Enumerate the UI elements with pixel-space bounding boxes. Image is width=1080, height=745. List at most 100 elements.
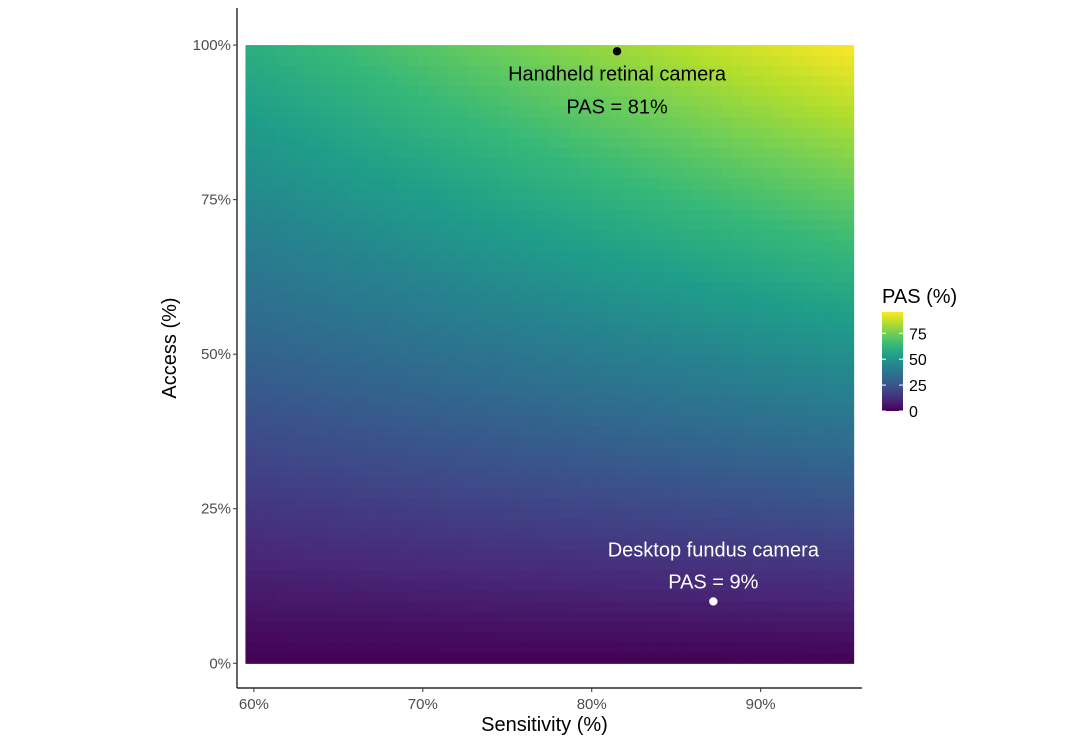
- heatmap-cell: [660, 519, 672, 530]
- heatmap-cell: [671, 76, 682, 87]
- heatmap-cell: [427, 137, 439, 149]
- heatmap-cell: [630, 333, 642, 345]
- heatmap-cell: [316, 271, 328, 283]
- heatmap-cell: [397, 591, 409, 603]
- heatmap-cell: [650, 519, 662, 530]
- heatmap-cell: [731, 385, 743, 396]
- heatmap-cell: [600, 446, 611, 458]
- heatmap-cell: [245, 436, 257, 448]
- heatmap-cell: [306, 426, 317, 438]
- heatmap-cell: [802, 333, 814, 345]
- heatmap-cell: [802, 209, 814, 221]
- heatmap-cell: [802, 86, 814, 98]
- heatmap-cell: [711, 560, 723, 572]
- heatmap-cell: [275, 354, 287, 366]
- heatmap-cell: [833, 117, 845, 129]
- heatmap-cell: [559, 220, 571, 232]
- heatmap-cell: [620, 467, 632, 479]
- heatmap-cell: [600, 137, 611, 149]
- heatmap-cell: [346, 189, 358, 201]
- heatmap-cell: [478, 385, 490, 396]
- heatmap-cell: [529, 364, 540, 376]
- heatmap-cell: [579, 477, 591, 489]
- heatmap-cell: [407, 55, 419, 67]
- heatmap-cell: [326, 209, 338, 221]
- heatmap-cell: [377, 137, 388, 149]
- heatmap-cell: [813, 179, 824, 190]
- heatmap-cell: [742, 611, 753, 623]
- heatmap-cell: [752, 611, 763, 623]
- heatmap-cell: [448, 220, 459, 232]
- heatmap-cell: [326, 488, 338, 500]
- heatmap-cell: [711, 580, 723, 592]
- heatmap-cell: [843, 333, 855, 345]
- heatmap-cell: [498, 137, 510, 149]
- heatmap-cell: [427, 333, 439, 345]
- heatmap-cell: [742, 168, 753, 180]
- heatmap-cell: [559, 302, 571, 314]
- heatmap-cell: [265, 549, 277, 561]
- heatmap-cell: [620, 436, 632, 448]
- heatmap-cell: [823, 65, 834, 77]
- heatmap-cell: [671, 560, 682, 572]
- heatmap-cell: [306, 127, 317, 139]
- heatmap-cell: [640, 467, 652, 479]
- heatmap-cell: [367, 591, 378, 603]
- heatmap-cell: [346, 209, 358, 221]
- heatmap-cell: [782, 426, 794, 438]
- heatmap-cell: [296, 55, 307, 67]
- heatmap-cell: [285, 282, 297, 293]
- heatmap-cell: [569, 539, 581, 551]
- heatmap-cell: [701, 86, 713, 98]
- heatmap-cell: [488, 86, 500, 98]
- heatmap-cell: [620, 333, 632, 345]
- heatmap-cell: [701, 240, 713, 252]
- heatmap-cell: [336, 601, 348, 613]
- heatmap-cell: [600, 467, 611, 479]
- heatmap-cell: [549, 591, 561, 603]
- heatmap-cell: [711, 622, 723, 633]
- heatmap-cell: [823, 611, 834, 623]
- heatmap-cell: [762, 580, 774, 592]
- heatmap-cell: [519, 271, 530, 283]
- heatmap-cell: [407, 230, 419, 242]
- heatmap-cell: [762, 76, 774, 87]
- heatmap-cell: [569, 302, 581, 314]
- heatmap-cell: [752, 117, 763, 129]
- heatmap-cell: [782, 302, 794, 314]
- heatmap-cell: [813, 168, 824, 180]
- heatmap-cell: [478, 467, 490, 479]
- heatmap-cell: [539, 189, 551, 201]
- heatmap-cell: [417, 354, 429, 366]
- heatmap-cell: [508, 168, 520, 180]
- heatmap-cell: [802, 148, 814, 160]
- point-label-name: Handheld retinal camera: [508, 63, 727, 85]
- heatmap-cell: [417, 240, 429, 252]
- heatmap-cell: [843, 457, 855, 469]
- heatmap-cell: [265, 137, 277, 149]
- heatmap-cell: [367, 477, 378, 489]
- heatmap-cell: [762, 477, 774, 489]
- heatmap-cell: [488, 55, 500, 67]
- heatmap-cell: [427, 312, 439, 324]
- heatmap-cell: [387, 261, 399, 273]
- heatmap-cell: [742, 45, 753, 56]
- heatmap-cell: [336, 76, 348, 87]
- heatmap-cell: [802, 343, 814, 355]
- heatmap-cell: [660, 251, 672, 263]
- heatmap-cell: [275, 271, 287, 283]
- heatmap-cell: [691, 642, 703, 654]
- heatmap-cell: [792, 498, 804, 510]
- heatmap-cell: [356, 282, 368, 293]
- heatmap-cell: [701, 426, 713, 438]
- heatmap-cell: [387, 65, 399, 77]
- heatmap-cell: [792, 549, 804, 561]
- heatmap-cell: [549, 127, 561, 139]
- heatmap-cell: [265, 343, 277, 355]
- heatmap-cell: [458, 323, 470, 335]
- heatmap-cell: [559, 570, 571, 582]
- heatmap-cell: [377, 343, 388, 355]
- heatmap-cell: [742, 385, 753, 396]
- heatmap-cell: [671, 96, 682, 108]
- heatmap-cell: [417, 220, 429, 232]
